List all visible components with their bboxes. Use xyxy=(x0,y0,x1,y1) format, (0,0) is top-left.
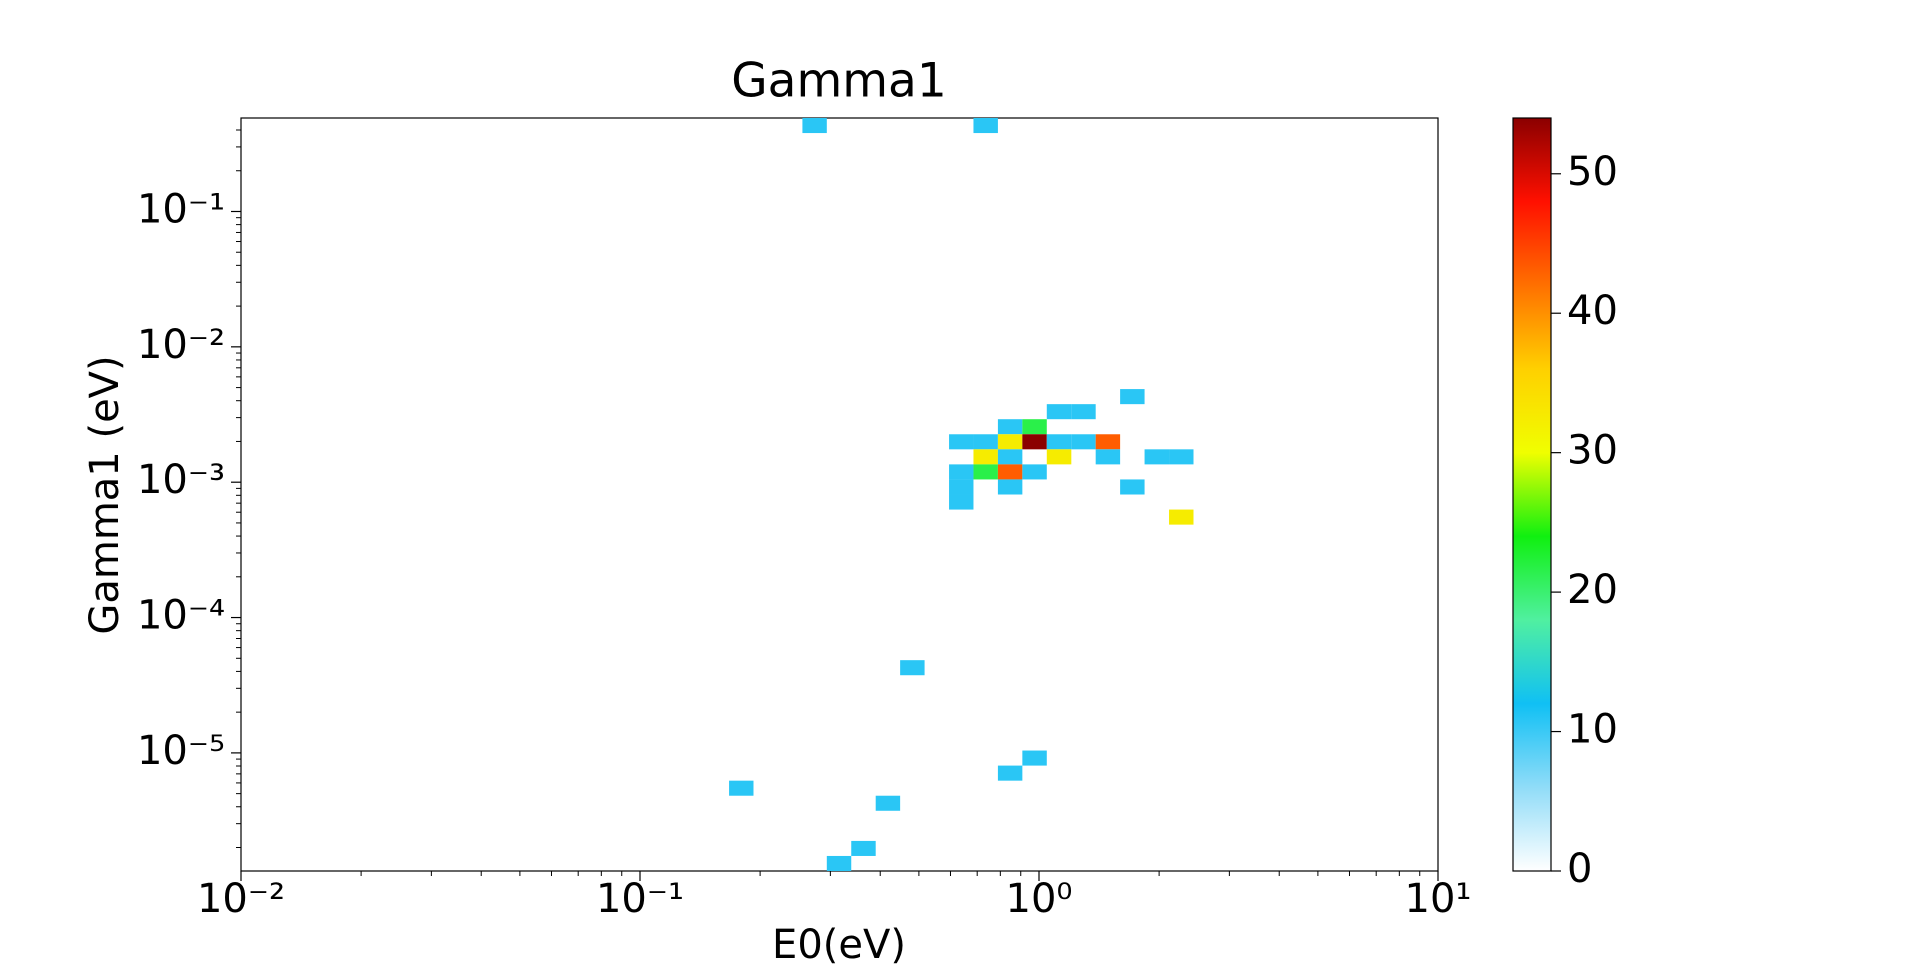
chart-title: Gamma1 xyxy=(731,54,947,109)
y-tick-label: 10⁻³ xyxy=(137,457,225,503)
heatmap-cell xyxy=(973,464,998,480)
x-tick-label: 10⁻¹ xyxy=(596,876,684,922)
heatmap-cell xyxy=(1046,434,1072,450)
colorbar-tick-label: 10 xyxy=(1567,707,1618,753)
heatmap-cell xyxy=(1120,479,1145,495)
heatmap-cell xyxy=(949,464,974,480)
y-tick-label: 10⁻⁴ xyxy=(137,593,225,639)
heatmap-cell xyxy=(900,660,925,676)
y-tick-label: 10⁻⁵ xyxy=(137,728,225,774)
heatmap-cell xyxy=(826,855,852,871)
plot-frame xyxy=(240,117,1439,872)
heatmap-cell xyxy=(997,419,1023,435)
colorbar-tick-label: 50 xyxy=(1567,149,1618,195)
heatmap-cell xyxy=(1022,750,1047,766)
heatmap-cell xyxy=(802,118,827,134)
heatmap-cell xyxy=(949,434,974,450)
heatmap-cell xyxy=(1144,449,1170,465)
colorbar-tick-label: 30 xyxy=(1567,428,1618,474)
colorbar xyxy=(1512,117,1552,872)
heatmap-cell xyxy=(973,449,998,465)
colorbar-tick-label: 40 xyxy=(1567,288,1618,334)
heatmap-cell xyxy=(1169,509,1194,525)
colorbar-tick-label: 0 xyxy=(1567,846,1592,892)
heatmap-cell xyxy=(973,118,998,134)
heatmap-cell xyxy=(1071,434,1096,450)
heatmap-cell xyxy=(997,434,1023,450)
heatmap-cell xyxy=(949,494,974,510)
heatmap-cell xyxy=(851,840,876,856)
heatmap-cell xyxy=(1022,419,1047,435)
x-axis-label: E0(eV) xyxy=(772,922,906,968)
y-tick-label: 10⁻¹ xyxy=(137,186,225,232)
y-axis-label: Gamma1 (eV) xyxy=(82,355,128,634)
heatmap-cell xyxy=(1046,449,1072,465)
heatmap-cell xyxy=(1022,464,1047,480)
heatmap-cell xyxy=(997,464,1023,480)
heatmap-cell xyxy=(1169,449,1194,465)
heatmap-cell xyxy=(1046,404,1072,420)
heatmap-cell xyxy=(1095,449,1121,465)
heatmap-cell xyxy=(1095,434,1121,450)
heatmap-cell xyxy=(973,434,998,450)
heatmap-cell xyxy=(1120,389,1145,405)
y-tick-label: 10⁻² xyxy=(137,322,225,368)
x-tick-label: 10⁰ xyxy=(1006,876,1073,922)
heatmap-cell xyxy=(1022,434,1047,450)
x-tick-label: 10⁻² xyxy=(197,876,285,922)
heatmap-cell xyxy=(875,795,901,811)
heatmap-cell xyxy=(949,479,974,495)
heatmap-cell xyxy=(997,765,1023,781)
x-tick-label: 10¹ xyxy=(1405,876,1472,922)
heatmap-cell xyxy=(997,479,1023,495)
heatmap-cell xyxy=(729,780,754,796)
heatmap-cell xyxy=(997,449,1023,465)
heatmap-cell xyxy=(1071,404,1096,420)
colorbar-tick-label: 20 xyxy=(1567,567,1618,613)
